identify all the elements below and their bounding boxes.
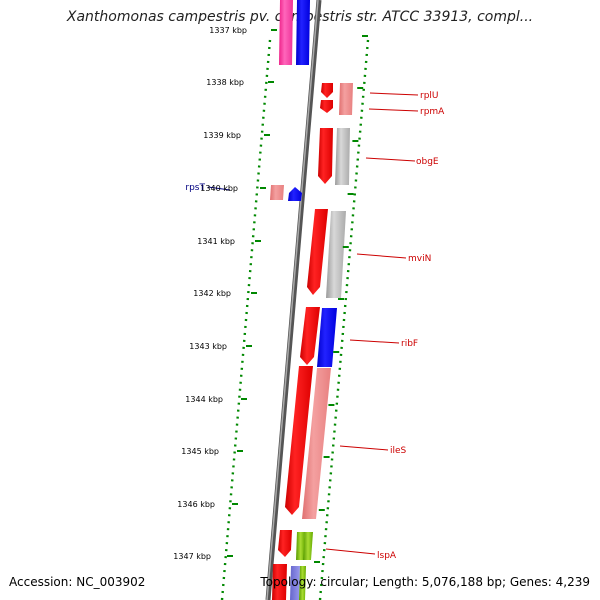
feature-blue-ribf[interactable]	[317, 308, 337, 367]
feature-grey-mvin[interactable]	[326, 211, 346, 298]
ruler-outer	[220, 39, 272, 600]
backbone-highlight	[266, 0, 319, 600]
feature-green-bottom[interactable]	[299, 566, 306, 600]
feature-obge[interactable]	[318, 128, 333, 184]
connector-mvin	[356, 253, 407, 259]
gene-label-rplu[interactable]: rplU	[420, 91, 439, 101]
feature-ileS-red[interactable]	[285, 366, 313, 515]
feature-rplu[interactable]	[321, 83, 333, 98]
gene-features[interactable]	[270, 0, 353, 600]
feature-purple-bottom[interactable]	[290, 566, 300, 600]
connector-rpst	[207, 186, 231, 191]
tick-label: 1338 kbp	[206, 78, 244, 87]
feature-red-bottom[interactable]	[272, 564, 287, 600]
tick-label: 1337 kbp	[209, 26, 247, 35]
feature-rpma[interactable]	[320, 100, 333, 113]
feature-green-2[interactable]	[303, 532, 313, 560]
feature-rpst-blue[interactable]	[288, 187, 302, 201]
gene-label-lspa[interactable]: lspA	[377, 551, 397, 561]
feature-grey-obge[interactable]	[335, 128, 350, 185]
feature-light-rplu-rpma[interactable]	[339, 83, 353, 115]
tick-label: 1346 kbp	[177, 500, 215, 509]
tick-label: 1344 kbp	[185, 395, 223, 404]
gene-label-rpst[interactable]: rpsT	[185, 183, 205, 193]
accession-text: Accession: NC_003902	[9, 575, 146, 589]
tick-label: 1340 kbp	[200, 184, 238, 193]
backbone-line	[265, 0, 322, 600]
gene-label-obge[interactable]: obgE	[416, 157, 439, 167]
feature-pink-top[interactable]	[279, 0, 293, 65]
feature-mvin[interactable]	[307, 209, 328, 295]
gene-label-iles[interactable]: ileS	[390, 446, 407, 456]
connector-obge	[365, 157, 416, 162]
feature-green-1[interactable]	[296, 532, 305, 560]
feature-rpst-light[interactable]	[270, 185, 284, 200]
connector-rpma	[368, 108, 419, 112]
tick-label: 1347 kbp	[173, 552, 211, 561]
feature-ileS-light[interactable]	[302, 368, 331, 519]
gene-label-rpma[interactable]: rpmA	[420, 107, 445, 117]
ruler-inner	[318, 39, 370, 600]
connector-iles	[339, 445, 389, 451]
connector-rplu	[369, 92, 419, 96]
genome-summary: Topology: circular; Length: 5,076,188 bp…	[260, 575, 590, 589]
gene-label-mvin[interactable]: mviN	[408, 254, 431, 264]
tick-label: 1339 kbp	[203, 131, 241, 140]
gene-label-ribf[interactable]: ribF	[401, 339, 418, 349]
feature-lspa[interactable]	[278, 530, 292, 557]
tick-label: 1345 kbp	[181, 447, 219, 456]
tick-label: 1343 kbp	[189, 342, 227, 351]
connector-lspa	[325, 548, 376, 555]
feature-blue-top[interactable]	[296, 0, 310, 65]
label-connectors	[207, 92, 419, 555]
connector-ribf	[349, 339, 400, 344]
gene-labels: rplU rpmA obgE rpsT mviN ribF ileS lspA	[185, 91, 445, 561]
tick-label: 1341 kbp	[197, 237, 235, 246]
feature-red-ribf[interactable]	[300, 307, 320, 365]
tick-label: 1342 kbp	[193, 289, 231, 298]
ruler-ticks: 1337 kbp 1338 kbp 1339 kbp 1340 kbp 1341 kbp…	[173, 26, 368, 563]
